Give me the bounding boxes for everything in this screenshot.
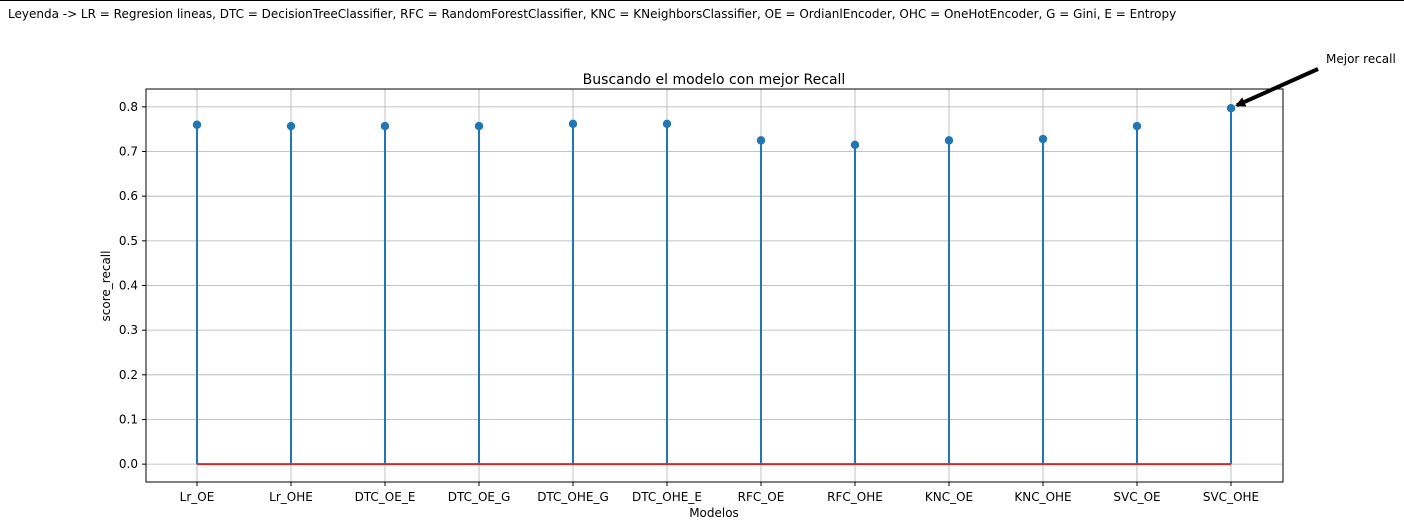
stem-marker-SVC_OHE: [1226, 104, 1236, 113]
y-tick-label: 0.1: [119, 412, 138, 426]
stem-marker-DTC_OE_G: [474, 121, 484, 131]
stem-marker-RFC_OHE: [850, 140, 860, 150]
y-axis-ticks: 0.0 0.1 0.2 0.3 0.4 0.5 0.6 0.7 0.8: [119, 100, 146, 471]
x-axis-ticks: Lr_OE Lr_OHE DTC_OE_E DTC_OE_G DTC_OHE_G DTC_…: [180, 482, 1259, 504]
y-tick-label: 0.0: [119, 457, 138, 471]
x-tick-label: DTC_OHE_E: [632, 490, 702, 504]
x-tick-label: DTC_OE_E: [355, 490, 416, 504]
grid-lines: [146, 89, 1283, 482]
stem-marker-DTC_OHE_E: [662, 119, 672, 129]
y-tick-label: 0.6: [119, 189, 138, 203]
x-tick-label: KNC_OE: [925, 490, 973, 504]
stems-layer: [192, 104, 1236, 465]
y-tick-label: 0.3: [119, 323, 138, 337]
legend-note: Leyenda -> LR = Regresion lineas, DTC = …: [8, 7, 1177, 21]
annotation-text: Mejor recall: [1326, 52, 1396, 66]
chart-title: Buscando el modelo con mejor Recall: [583, 72, 846, 88]
y-tick-label: 0.4: [119, 279, 138, 293]
x-tick-label: Lr_OE: [180, 490, 215, 504]
x-tick-label: SVC_OE: [1113, 490, 1160, 504]
stem-marker-RFC_OE: [756, 136, 766, 145]
top-border-line: [0, 0, 1404, 1]
stem-marker-Lr_OE: [192, 120, 202, 129]
stem-marker-SVC_OE: [1132, 121, 1142, 131]
y-tick-label: 0.2: [119, 368, 138, 382]
annotation-arrow: [1235, 67, 1319, 108]
x-tick-label: KNC_OHE: [1014, 490, 1071, 504]
x-tick-label: DTC_OE_G: [448, 490, 511, 504]
y-tick-label: 0.8: [119, 100, 138, 114]
stem-marker-Lr_OHE: [286, 121, 296, 131]
x-tick-label: SVC_OHE: [1203, 490, 1259, 504]
stem-marker-KNC_OHE: [1038, 134, 1048, 144]
x-tick-label: RFC_OE: [738, 490, 785, 504]
x-tick-label: Lr_OHE: [269, 490, 313, 504]
x-tick-label: RFC_OHE: [827, 490, 883, 504]
stem-marker-KNC_OE: [944, 136, 954, 145]
x-tick-label: DTC_OHE_G: [537, 490, 609, 504]
x-axis-label: Modelos: [689, 506, 739, 520]
y-tick-label: 0.5: [119, 234, 138, 248]
stem-marker-DTC_OE_E: [380, 121, 390, 131]
stem-marker-DTC_OHE_G: [568, 119, 578, 129]
y-axis-label: score_recall: [99, 251, 113, 322]
y-tick-label: 0.7: [119, 145, 138, 159]
